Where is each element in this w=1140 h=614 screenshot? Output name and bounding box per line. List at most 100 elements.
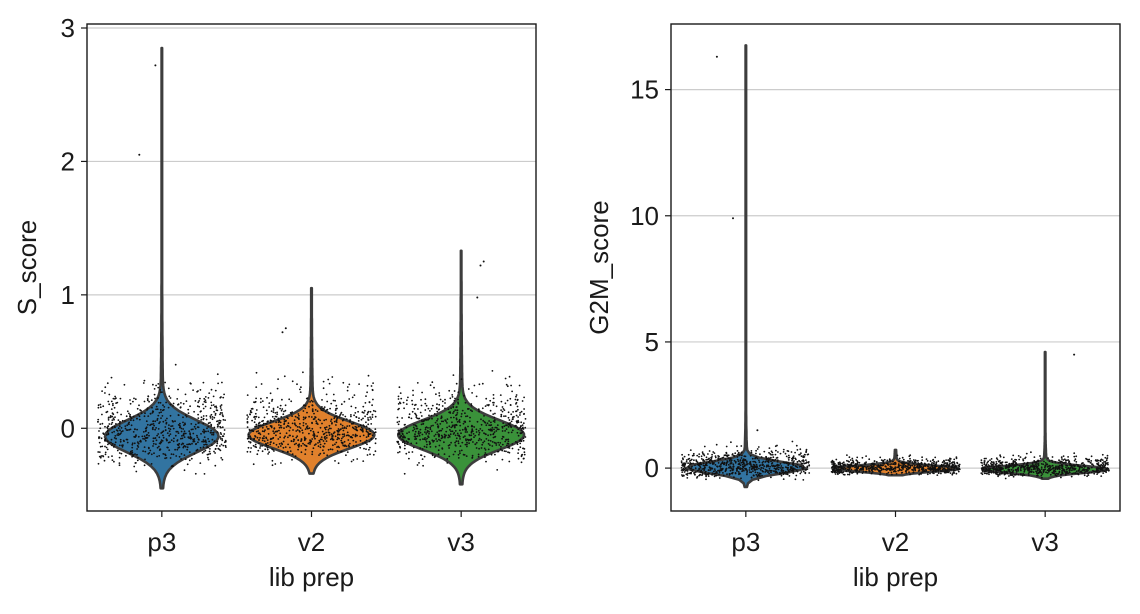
data-point — [898, 460, 900, 463]
data-point — [1025, 464, 1028, 467]
data-point — [221, 426, 224, 429]
data-point — [322, 409, 324, 412]
data-point — [428, 430, 430, 433]
data-point — [266, 448, 269, 451]
data-point — [912, 462, 915, 465]
data-point — [427, 436, 430, 439]
data-point — [296, 426, 299, 428]
data-point — [467, 439, 470, 442]
data-point — [325, 434, 328, 437]
data-point — [754, 461, 757, 464]
data-point — [258, 432, 261, 434]
data-point — [405, 426, 408, 429]
data-point — [1102, 466, 1104, 469]
data-point — [346, 389, 349, 392]
data-point — [308, 415, 310, 418]
data-point — [199, 397, 201, 400]
data-point — [987, 469, 990, 472]
data-point — [513, 415, 515, 418]
data-point — [317, 418, 320, 421]
data-point — [299, 422, 301, 425]
data-point — [457, 391, 460, 394]
data-point — [887, 471, 890, 474]
data-point — [172, 440, 175, 443]
data-point — [324, 426, 326, 429]
data-point — [287, 422, 290, 425]
data-point — [458, 450, 461, 452]
data-point — [517, 416, 519, 418]
data-point — [1065, 464, 1067, 467]
data-point — [1065, 469, 1068, 471]
data-point — [520, 455, 523, 458]
data-point — [261, 450, 264, 453]
data-point — [438, 403, 441, 406]
data-point — [153, 393, 156, 396]
data-point — [219, 413, 221, 416]
data-point — [1015, 473, 1018, 475]
data-point — [699, 463, 702, 465]
data-point — [1083, 472, 1086, 475]
data-point — [425, 404, 428, 407]
data-point — [479, 428, 482, 430]
data-point — [291, 422, 294, 425]
data-point — [456, 432, 459, 435]
data-point — [116, 449, 119, 452]
data-point — [345, 454, 347, 457]
data-point — [342, 418, 345, 421]
outlier-point — [482, 260, 485, 263]
data-point — [136, 448, 139, 450]
data-point — [517, 448, 520, 451]
data-point — [224, 444, 227, 447]
data-point — [406, 399, 408, 402]
data-point — [265, 426, 268, 428]
data-point — [211, 418, 214, 421]
data-point — [113, 418, 115, 421]
data-point — [502, 408, 505, 410]
data-point — [726, 473, 728, 476]
data-point — [1008, 475, 1010, 477]
data-point — [246, 450, 249, 453]
data-point — [304, 448, 307, 451]
data-point — [957, 468, 960, 471]
data-point — [729, 462, 732, 465]
data-point — [1052, 472, 1055, 475]
data-point — [866, 465, 869, 468]
data-point — [123, 383, 126, 386]
data-point — [851, 459, 854, 462]
data-point — [997, 465, 1000, 468]
data-point — [276, 413, 279, 416]
data-point — [348, 442, 351, 445]
data-point — [893, 470, 896, 473]
data-point — [709, 466, 711, 469]
data-point — [1100, 475, 1103, 477]
data-point — [271, 415, 274, 418]
data-point — [521, 431, 524, 433]
data-point — [353, 414, 355, 417]
data-point — [897, 469, 900, 472]
data-point — [488, 403, 490, 406]
data-point — [256, 453, 259, 456]
data-point — [164, 457, 167, 460]
data-point — [856, 461, 859, 464]
data-point — [685, 460, 688, 463]
data-point — [110, 423, 113, 425]
data-point — [452, 406, 455, 408]
data-point — [401, 417, 403, 419]
data-point — [371, 404, 373, 407]
data-point — [683, 464, 686, 467]
data-point — [129, 428, 132, 431]
y-axis-label: S_score — [12, 220, 42, 315]
data-point — [523, 408, 525, 410]
data-point — [221, 412, 224, 414]
data-point — [501, 406, 504, 408]
data-point — [327, 429, 330, 431]
data-point — [134, 453, 136, 455]
data-point — [293, 422, 296, 425]
data-point — [304, 417, 307, 420]
data-point — [872, 465, 875, 468]
data-point — [833, 471, 836, 474]
data-point — [885, 467, 888, 470]
data-point — [324, 428, 327, 431]
